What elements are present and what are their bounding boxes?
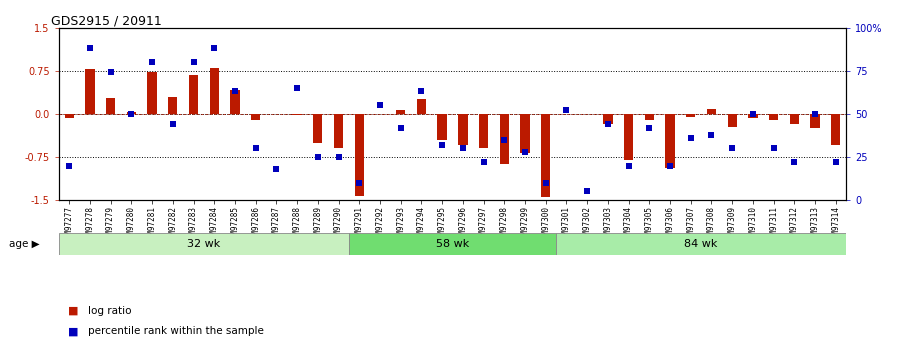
Text: 58 wk: 58 wk (436, 239, 469, 249)
Point (643, 125, 657, 130)
Text: ■: ■ (68, 306, 79, 315)
Bar (127, 112, 136, 114)
Bar (417, 99, 426, 114)
Text: age ▶: age ▶ (9, 239, 40, 249)
Point (290, 85, 304, 91)
Bar (189, 75, 198, 114)
Text: 32 wk: 32 wk (187, 239, 221, 249)
Point (124, 111, 138, 117)
Text: 84 wk: 84 wk (684, 239, 718, 249)
Point (62, 163, 76, 168)
Point (103, 70, 118, 75)
Bar (210, 68, 219, 114)
Bar (604, 114, 613, 124)
Point (435, 142, 450, 148)
Bar (355, 114, 364, 196)
Point (166, 121, 180, 127)
Point (145, 59, 159, 65)
Point (248, 146, 263, 151)
Point (518, 149, 532, 155)
Point (394, 125, 408, 130)
Bar (313, 114, 322, 142)
Bar (251, 114, 261, 120)
Point (269, 166, 283, 172)
Bar (556, 233, 846, 255)
Bar (500, 114, 509, 164)
Bar (458, 114, 468, 146)
Bar (64, 114, 74, 118)
Point (476, 159, 491, 165)
Bar (644, 114, 654, 120)
Point (662, 163, 677, 168)
Bar (811, 114, 820, 128)
Point (228, 89, 243, 94)
Bar (292, 114, 301, 115)
Point (207, 46, 222, 51)
Point (746, 111, 760, 117)
Bar (334, 114, 343, 148)
Point (559, 108, 574, 113)
Point (186, 59, 201, 65)
Point (414, 89, 429, 94)
Bar (707, 109, 716, 114)
Bar (748, 114, 757, 118)
Bar (437, 114, 447, 140)
Bar (349, 233, 556, 255)
Text: GDS2915 / 20911: GDS2915 / 20911 (51, 14, 162, 28)
Bar (479, 114, 488, 148)
Point (331, 154, 346, 160)
Bar (106, 98, 115, 114)
Bar (831, 114, 841, 146)
Point (725, 146, 739, 151)
Point (373, 102, 387, 108)
Bar (665, 114, 675, 168)
Point (310, 154, 325, 160)
Bar (769, 114, 778, 120)
Point (787, 159, 802, 165)
Point (601, 121, 615, 127)
Bar (790, 114, 799, 124)
Point (538, 180, 553, 186)
Point (352, 180, 367, 186)
Point (82, 46, 97, 51)
Point (497, 137, 511, 142)
Bar (59, 233, 349, 255)
Point (767, 146, 781, 151)
Point (683, 135, 698, 141)
Point (808, 111, 823, 117)
Bar (624, 114, 634, 160)
Point (622, 163, 636, 168)
Point (580, 189, 595, 194)
Bar (168, 97, 177, 114)
Text: log ratio: log ratio (88, 306, 131, 315)
Bar (728, 114, 737, 127)
Point (829, 159, 843, 165)
Bar (85, 69, 94, 114)
Bar (686, 114, 695, 117)
Bar (230, 90, 240, 114)
Point (704, 132, 719, 137)
Point (455, 146, 470, 151)
Bar (520, 114, 529, 153)
Bar (148, 72, 157, 114)
Text: percentile rank within the sample: percentile rank within the sample (88, 326, 263, 336)
Bar (541, 114, 550, 197)
Bar (396, 110, 405, 114)
Text: ■: ■ (68, 326, 79, 336)
